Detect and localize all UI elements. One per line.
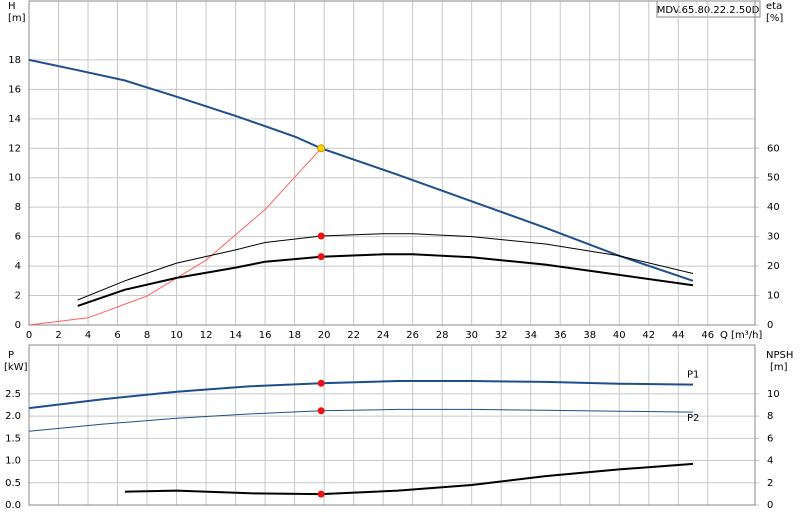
y-tick-label: 16 (8, 84, 21, 95)
x-tick-label: 12 (200, 330, 213, 341)
curve (28, 380, 694, 410)
y2-unit: [%] (766, 13, 783, 24)
duty-point (317, 407, 325, 415)
x-label: Q [m³/h] (720, 330, 762, 341)
y2-unit: [m] (770, 362, 788, 373)
y2-tick-label: 8 (767, 411, 773, 422)
y2-tick-label: 2 (767, 478, 773, 489)
y2-tick-label: 0 (767, 500, 773, 511)
y-label: H (8, 1, 16, 12)
duty-point (317, 144, 326, 153)
y-unit: [m] (8, 13, 26, 24)
y-tick-label: 0.0 (5, 500, 21, 511)
y2-label: eta (766, 1, 782, 12)
y-unit: [kW] (4, 362, 28, 373)
y-tick-label: 10 (8, 173, 21, 184)
x-tick-label: 46 (701, 330, 714, 341)
y-tick-label: 2.0 (5, 411, 21, 422)
x-tick-label: 18 (288, 330, 301, 341)
y-tick-label: 0.5 (5, 478, 21, 489)
x-tick-label: 22 (347, 330, 360, 341)
y2-tick-label: 60 (767, 143, 780, 154)
x-tick-label: 28 (436, 330, 449, 341)
x-tick-label: 40 (613, 330, 626, 341)
y-tick-label: 0 (15, 320, 21, 331)
x-tick-label: 34 (524, 330, 537, 341)
y2-tick-label: 6 (767, 433, 773, 444)
x-tick-label: 16 (259, 330, 272, 341)
x-tick-label: 0 (26, 330, 32, 341)
y-tick-label: 8 (15, 202, 21, 213)
x-tick-label: 10 (170, 330, 183, 341)
y2-tick-label: 50 (767, 173, 780, 184)
x-tick-label: 42 (642, 330, 655, 341)
y-tick-label: 4 (15, 261, 21, 272)
duty-point (317, 253, 325, 261)
y2-tick-label: 0 (767, 320, 773, 331)
y-tick-label: 14 (8, 114, 21, 125)
x-tick-label: 24 (377, 330, 390, 341)
curve (124, 462, 694, 496)
series-label: P2 (687, 413, 699, 424)
plot-frame (28, 344, 756, 506)
x-tick-label: 4 (85, 330, 91, 341)
y-label: P (8, 350, 14, 361)
y-tick-label: 2.5 (5, 389, 21, 400)
y2-tick-label: 10 (767, 291, 780, 302)
y2-tick-label: 4 (767, 456, 773, 467)
x-tick-label: 8 (144, 330, 150, 341)
y2-tick-label: 20 (767, 261, 780, 272)
y-tick-label: 6 (15, 232, 21, 243)
y-tick-label: 12 (8, 143, 21, 154)
curve (28, 58, 694, 282)
y2-tick-label: 10 (767, 389, 780, 400)
y-tick-label: 2 (15, 291, 21, 302)
y-tick-label: 1.5 (5, 433, 21, 444)
duty-point (317, 232, 325, 240)
curve (77, 233, 694, 301)
y-tick-label: 1.0 (5, 456, 21, 467)
x-tick-label: 6 (114, 330, 120, 341)
x-tick-label: 32 (495, 330, 508, 341)
x-tick-label: 26 (406, 330, 419, 341)
y2-tick-label: 30 (767, 232, 780, 243)
x-tick-label: 44 (672, 330, 685, 341)
x-tick-label: 38 (583, 330, 596, 341)
x-tick-label: 36 (554, 330, 567, 341)
x-tick-label: 30 (465, 330, 478, 341)
curve (28, 408, 694, 432)
x-tick-label: 14 (229, 330, 242, 341)
series-label: P1 (687, 370, 699, 381)
plot-frame (28, 0, 756, 326)
y2-label: NPSH (766, 350, 793, 361)
x-tick-label: 2 (55, 330, 61, 341)
curve (77, 253, 694, 307)
y2-tick-label: 40 (767, 202, 780, 213)
duty-point (317, 379, 325, 387)
y-tick-label: 18 (8, 55, 21, 66)
duty-point (317, 490, 325, 498)
x-tick-label: 20 (318, 330, 331, 341)
